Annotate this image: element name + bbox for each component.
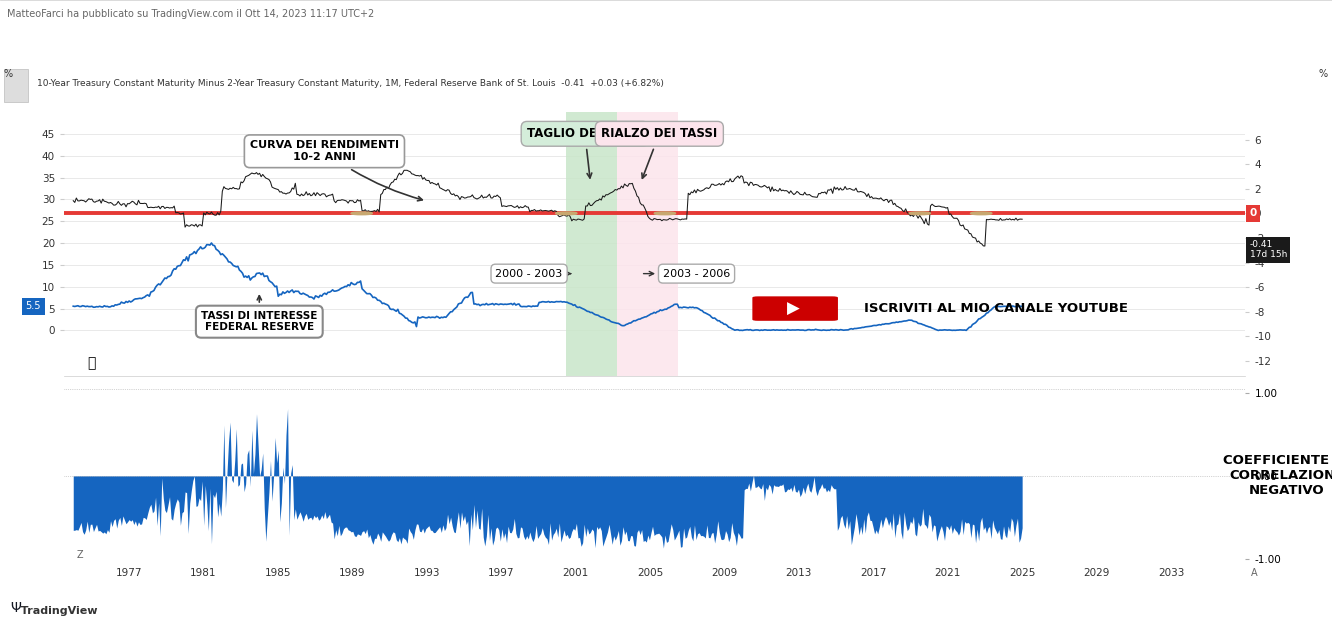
FancyBboxPatch shape: [4, 69, 28, 102]
Text: ISCRIVITI AL MIO CANALE YOUTUBE: ISCRIVITI AL MIO CANALE YOUTUBE: [864, 302, 1128, 315]
Text: COEFFICIENTE DI
CORRELAZIONE
NEGATIVO: COEFFICIENTE DI CORRELAZIONE NEGATIVO: [1223, 454, 1332, 498]
Text: TAGLIO DEI TASSI: TAGLIO DEI TASSI: [527, 128, 643, 178]
Text: TASSI DI INTERESSE
FEDERAL RESERVE: TASSI DI INTERESSE FEDERAL RESERVE: [201, 295, 317, 333]
Text: 🚀: 🚀: [88, 356, 96, 370]
FancyBboxPatch shape: [753, 296, 838, 321]
Bar: [618, 112, 678, 376]
Text: %: %: [4, 69, 13, 79]
Text: -0.41
17d 15h: -0.41 17d 15h: [1249, 240, 1287, 259]
Text: Z: Z: [77, 550, 84, 560]
Text: 10-Year Treasury Constant Maturity Minus 2-Year Treasury Constant Maturity, 1M, : 10-Year Treasury Constant Maturity Minus…: [37, 79, 665, 88]
Text: A: A: [1251, 568, 1257, 578]
Text: ▶: ▶: [787, 300, 799, 318]
Text: %: %: [1319, 69, 1328, 79]
Text: MatteoFarci ha pubblicato su TradingView.com il Ott 14, 2023 11:17 UTC+2: MatteoFarci ha pubblicato su TradingView…: [7, 9, 374, 19]
Text: RIALZO DEI TASSI: RIALZO DEI TASSI: [601, 128, 718, 179]
Text: CURVA DEI RENDIMENTI
10-2 ANNI: CURVA DEI RENDIMENTI 10-2 ANNI: [250, 141, 422, 201]
Text: 0: 0: [1249, 208, 1257, 218]
Text: 5.5: 5.5: [25, 302, 41, 312]
Text: 2003 - 2006: 2003 - 2006: [643, 269, 730, 279]
Text: TradingView: TradingView: [13, 606, 97, 616]
Bar: [566, 112, 618, 376]
Text: 2000 - 2003: 2000 - 2003: [496, 269, 571, 279]
Text: Ψ: Ψ: [11, 600, 21, 615]
